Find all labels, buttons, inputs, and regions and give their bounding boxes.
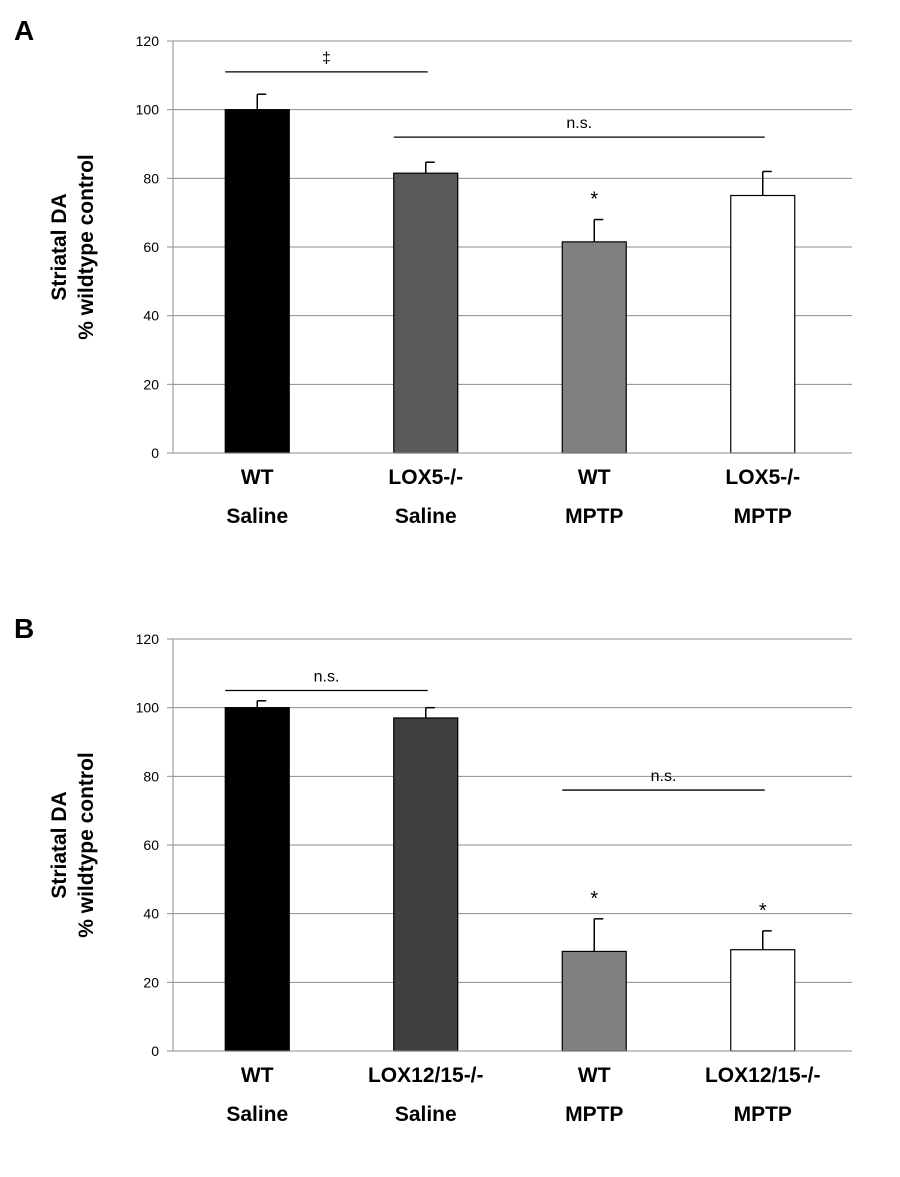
comparison-label: n.s. xyxy=(566,115,592,132)
y-tick-label: 80 xyxy=(143,170,159,186)
category-label-line2: MPTP xyxy=(734,505,792,528)
y-tick-label: 100 xyxy=(136,700,160,716)
y-tick-label: 40 xyxy=(143,308,159,324)
bar xyxy=(730,194,796,454)
y-tick-label: 60 xyxy=(143,239,159,255)
panel-letter: A xyxy=(14,15,34,46)
comparison-label: ‡ xyxy=(322,50,331,67)
category-label-line1: WT xyxy=(241,466,274,489)
category-label-line1: LOX5-/- xyxy=(725,466,800,489)
bar xyxy=(561,950,627,1052)
chart-b-svg: B Striatal DA% wildtype control 0 20 40 60 80 1… xyxy=(14,613,852,1126)
bar xyxy=(561,241,627,454)
significance-marker: * xyxy=(759,900,767,922)
bar xyxy=(393,717,459,1052)
category-label-line2: MPTP xyxy=(565,505,623,528)
comparison-label: n.s. xyxy=(314,669,340,686)
category-label-line1: WT xyxy=(578,466,611,489)
category-label-line2: Saline xyxy=(395,505,457,528)
y-tick-label: 40 xyxy=(143,906,159,922)
y-tick-label: 0 xyxy=(151,1043,159,1059)
category-label-line1: LOX5-/- xyxy=(388,466,463,489)
y-axis-label-line1: Striatal DA xyxy=(48,791,71,898)
category-label-line2: Saline xyxy=(226,1103,288,1126)
chart-a-svg: A Striatal DA% wildtype control 0 20 40 60 80 1… xyxy=(14,15,852,528)
category-label-line1: WT xyxy=(241,1064,274,1087)
y-tick-label: 120 xyxy=(136,631,160,647)
significance-marker: * xyxy=(590,189,598,211)
category-label-line2: MPTP xyxy=(565,1103,623,1126)
y-axis-label-line1: Striatal DA xyxy=(48,193,71,300)
category-label-line1: LOX12/15-/- xyxy=(705,1064,821,1087)
chart-panel-b: B Striatal DA% wildtype control 0 20 40 60 80 1… xyxy=(0,598,900,1177)
category-label-line1: WT xyxy=(578,1064,611,1087)
y-tick-label: 120 xyxy=(136,33,160,49)
y-tick-label: 60 xyxy=(143,837,159,853)
category-label-line1: LOX12/15-/- xyxy=(368,1064,484,1087)
y-tick-label: 20 xyxy=(143,376,159,392)
panel-letter: B xyxy=(14,613,34,644)
chart-panel-a: A Striatal DA% wildtype control 0 20 40 60 80 1… xyxy=(0,0,900,579)
y-axis-label-line2: % wildtype control xyxy=(75,752,98,938)
comparison-label: n.s. xyxy=(651,768,677,785)
y-axis-label-line2: % wildtype control xyxy=(75,154,98,340)
category-label-line2: Saline xyxy=(226,505,288,528)
category-label-line2: MPTP xyxy=(734,1103,792,1126)
bar xyxy=(224,707,290,1052)
significance-marker: * xyxy=(590,888,598,910)
y-tick-label: 0 xyxy=(151,445,159,461)
bar xyxy=(393,172,459,454)
y-tick-label: 20 xyxy=(143,974,159,990)
y-tick-label: 80 xyxy=(143,768,159,784)
bar xyxy=(224,109,290,454)
bar xyxy=(730,949,796,1052)
y-tick-label: 100 xyxy=(136,102,160,118)
category-label-line2: Saline xyxy=(395,1103,457,1126)
